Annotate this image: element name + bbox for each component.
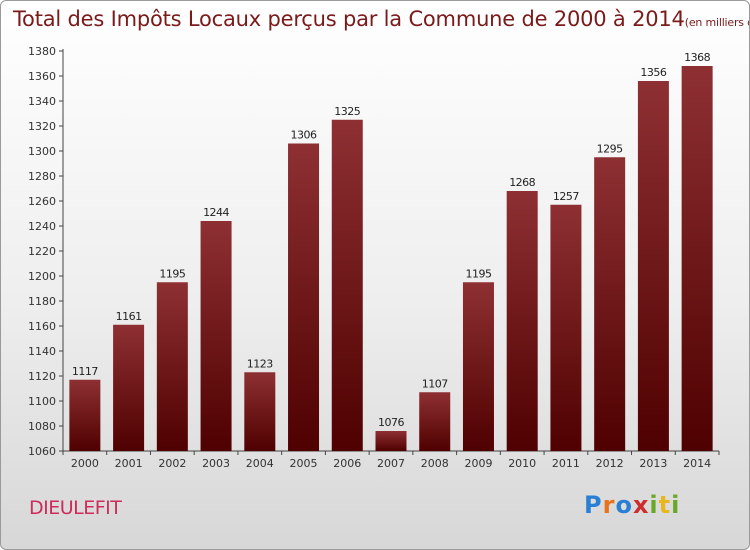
commune-name: DIEULEFIT: [29, 497, 122, 519]
y-tick-label: 1280: [28, 170, 56, 183]
logo-letter: i: [671, 491, 681, 519]
bar: [594, 157, 626, 451]
x-tick-label: 2002: [158, 457, 186, 470]
x-tick-label: 2014: [683, 457, 711, 470]
x-tick-label: 2011: [552, 457, 580, 470]
data-label: 1257: [553, 190, 579, 203]
bar: [331, 119, 363, 451]
bar: [506, 191, 538, 451]
y-tick-label: 1120: [28, 370, 56, 383]
logo-letter: i: [649, 491, 659, 519]
data-label: 1123: [247, 357, 273, 370]
x-tick-label: 2005: [290, 457, 318, 470]
y-tick-label: 1100: [28, 395, 56, 408]
data-label: 1368: [684, 51, 710, 64]
y-tick-label: 1160: [28, 320, 56, 333]
y-tick-label: 1260: [28, 195, 56, 208]
logo-letter: o: [615, 491, 633, 519]
bar: [288, 143, 320, 451]
y-tick-label: 1180: [28, 295, 56, 308]
y-tick-label: 1200: [28, 270, 56, 283]
bar: [69, 379, 101, 451]
bar: [637, 81, 669, 451]
x-tick-label: 2003: [202, 457, 230, 470]
logo-letter: t: [658, 491, 672, 519]
y-tick-label: 1300: [28, 145, 56, 158]
data-label: 1195: [159, 267, 185, 280]
data-label: 1306: [291, 129, 317, 142]
x-tick-label: 2009: [464, 457, 492, 470]
x-tick-label: 2008: [421, 457, 449, 470]
data-label: 1295: [597, 142, 623, 155]
y-tick-label: 1140: [28, 345, 56, 358]
bar: [200, 221, 232, 451]
chart-title-text: Total des Impôts Locaux perçus par la Co…: [13, 7, 685, 31]
data-label: 1117: [72, 365, 98, 378]
data-label: 1244: [203, 206, 229, 219]
data-label: 1268: [509, 176, 535, 189]
data-label: 1107: [422, 377, 448, 390]
x-tick-label: 2000: [71, 457, 99, 470]
bar: [156, 282, 188, 451]
x-tick-label: 2001: [115, 457, 143, 470]
y-tick-label: 1380: [28, 45, 56, 58]
y-tick-label: 1060: [28, 445, 56, 458]
unit-note: (en milliers d'€): [684, 16, 749, 29]
y-tick-label: 1080: [28, 420, 56, 433]
proxiti-logo[interactable]: Proxiti: [584, 491, 680, 519]
bar: [550, 204, 582, 451]
bar: [681, 66, 713, 451]
y-tick-label: 1340: [28, 95, 56, 108]
data-label: 1356: [640, 66, 666, 79]
logo-letter: x: [632, 491, 650, 519]
x-tick-label: 2004: [246, 457, 274, 470]
logo-letter: r: [602, 491, 616, 519]
x-tick-label: 2010: [508, 457, 536, 470]
y-tick-label: 1220: [28, 245, 56, 258]
bar: [113, 324, 145, 451]
bar: [375, 431, 407, 451]
y-tick-label: 1320: [28, 120, 56, 133]
data-label: 1325: [334, 105, 360, 118]
data-label: 1076: [378, 416, 404, 429]
bar: [244, 372, 276, 451]
logo-letter: P: [584, 491, 603, 519]
chart-title: Total des Impôts Locaux perçus par la Co…: [13, 7, 749, 31]
bar: [462, 282, 494, 451]
bar: [419, 392, 451, 451]
x-tick-label: 2006: [333, 457, 361, 470]
x-tick-label: 2007: [377, 457, 405, 470]
y-tick-label: 1360: [28, 70, 56, 83]
x-tick-label: 2012: [596, 457, 624, 470]
data-label: 1161: [116, 310, 142, 323]
y-tick-label: 1240: [28, 220, 56, 233]
x-tick-label: 2013: [639, 457, 667, 470]
data-label: 1195: [465, 267, 491, 280]
